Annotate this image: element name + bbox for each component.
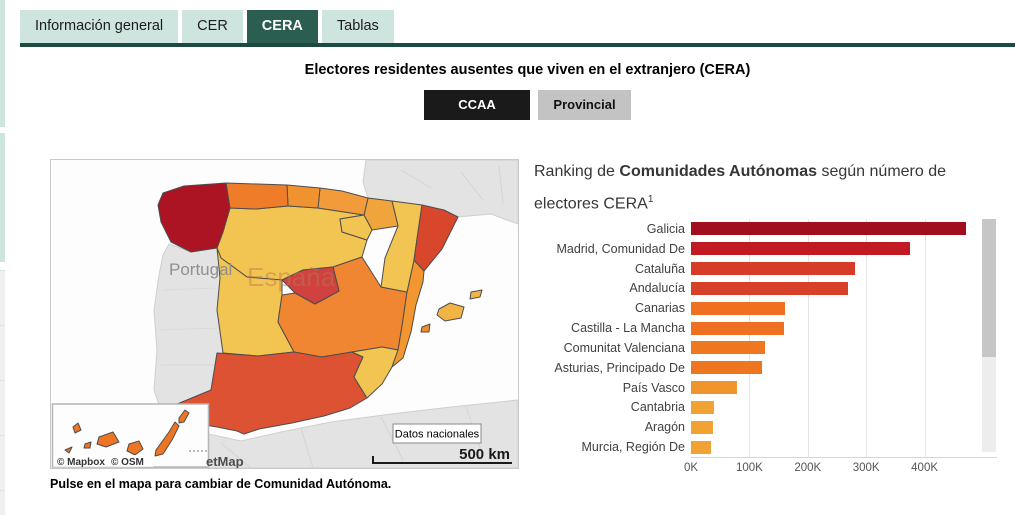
bar-row: Cataluña (535, 259, 997, 279)
x-axis-line (691, 457, 997, 458)
bar[interactable] (691, 242, 910, 256)
x-tick-label: 400K (911, 462, 939, 474)
page-edge-strip (0, 270, 5, 515)
bar[interactable] (691, 222, 967, 236)
bar-label: Canarias (634, 301, 685, 316)
bar-row: Murcia, Región De (535, 437, 997, 457)
portugal-districts (158, 287, 220, 366)
bar-row: Andalucía (535, 279, 997, 299)
x-tick-label: 100K (735, 462, 763, 474)
bar-row: Castilla - La Mancha (535, 318, 997, 338)
bar[interactable] (691, 420, 713, 434)
region-mallorca[interactable] (436, 302, 465, 322)
chart-title-bold: Comunidades Autónomas (619, 163, 818, 180)
chart-title: Ranking de Comunidades Autónomas según n… (534, 158, 964, 218)
bar[interactable] (691, 440, 712, 454)
svg-text:Datos nacionales: Datos nacionales (395, 429, 480, 441)
espana-watermark: España (247, 262, 336, 292)
bar-label: Galicia (646, 221, 685, 236)
view-switch: CCAA Provincial (40, 90, 1015, 120)
bar-label: Aragón (644, 420, 685, 435)
bar-row: Aragón (535, 417, 997, 437)
page-edge-strip (0, 0, 5, 127)
tab-cera[interactable]: CERA (246, 10, 318, 43)
bar-label: Cataluña (634, 261, 685, 276)
region-cataluna[interactable] (413, 204, 459, 272)
region-cantabria[interactable] (286, 184, 321, 209)
region-comunitat-valenciana[interactable] (391, 259, 425, 368)
spain-choropleth-map[interactable]: Portugal España © Mapbox © OSM etMap Dato… (50, 159, 519, 469)
tab-información-general[interactable]: Información general (20, 10, 179, 43)
bar[interactable] (691, 281, 848, 295)
x-tick-label: 0K (683, 462, 699, 474)
tab-bar: Información general CER CERA Tablas (20, 10, 394, 43)
region-asturias[interactable] (225, 182, 289, 210)
region-canarias[interactable] (64, 409, 190, 457)
bar-row: Canarias (535, 298, 997, 318)
bar-label: Asturias, Principado De (554, 360, 685, 375)
region-menorca[interactable] (469, 289, 483, 300)
africa-borders (220, 406, 482, 468)
page-title: Electores residentes ausentes que viven … (304, 62, 751, 78)
region-madrid[interactable] (281, 266, 340, 305)
france-borders (400, 165, 504, 205)
bar[interactable] (691, 262, 856, 276)
bar-label: Comunitat Valenciana (563, 340, 685, 355)
bar-label: Murcia, Región De (581, 440, 685, 455)
region-ibiza[interactable] (420, 323, 431, 333)
map-attribution: © Mapbox © OSM (57, 457, 144, 468)
x-tick-label: 200K (794, 462, 822, 474)
bar-row: Asturias, Principado De (535, 358, 997, 378)
bar-label: Castilla - La Mancha (571, 321, 685, 336)
bar-label: País Vasco (622, 380, 685, 395)
gridline (749, 219, 751, 457)
tab-tablas[interactable]: Tablas (321, 10, 394, 43)
bar-row: Madrid, Comunidad De (535, 239, 997, 259)
bar[interactable] (691, 361, 763, 375)
bar[interactable] (691, 321, 784, 335)
x-tick-label: 300K (852, 462, 880, 474)
gridline (866, 219, 868, 457)
bar-label: Madrid, Comunidad De (556, 241, 685, 256)
region-la-rioja[interactable] (339, 214, 373, 241)
bar[interactable] (691, 381, 737, 395)
bar[interactable] (691, 301, 785, 315)
canary-inset: © Mapbox © OSM (51, 403, 210, 468)
bar-row: Comunitat Valenciana (535, 338, 997, 358)
portugal-label: Portugal (169, 260, 232, 279)
ccaa-button[interactable]: CCAA (424, 90, 530, 120)
tab-cer[interactable]: CER (182, 10, 243, 43)
x-axis: 0K 100K 200K 300K 400K (684, 462, 997, 478)
national-data-button[interactable]: Datos nacionales (392, 423, 482, 444)
bar-row: Cantabria (535, 398, 997, 418)
bar-row: País Vasco (535, 378, 997, 398)
region-murcia[interactable] (351, 346, 399, 399)
chart-title-prefix: Ranking de (534, 163, 620, 180)
tab-underline (20, 43, 1015, 47)
page-edge-strip (0, 133, 5, 262)
map-caption: Pulse en el mapa para cambiar de Comunid… (50, 477, 392, 491)
gridline (924, 219, 926, 457)
provincial-button[interactable]: Provincial (538, 90, 631, 120)
chart-title-suffix: según número de electores CERA (534, 163, 947, 213)
map-scale: 500 km (372, 446, 512, 464)
gridline (807, 219, 809, 457)
region-galicia[interactable] (157, 182, 231, 253)
svg-text:500 km: 500 km (459, 446, 510, 463)
chart-scrollbar-thumb[interactable] (982, 219, 996, 357)
bar-label: Cantabria (630, 400, 685, 415)
bar-label: Andalucía (629, 281, 685, 296)
bar-row: Galicia (535, 219, 997, 239)
bar-plot: Galicia Madrid, Comunidad De Cataluña Andal… (535, 219, 997, 457)
bar[interactable] (691, 400, 714, 414)
bar[interactable] (691, 341, 765, 355)
chart-title-footnote-mark: 1 (647, 194, 654, 205)
osm-attribution-partial: etMap (206, 454, 244, 468)
